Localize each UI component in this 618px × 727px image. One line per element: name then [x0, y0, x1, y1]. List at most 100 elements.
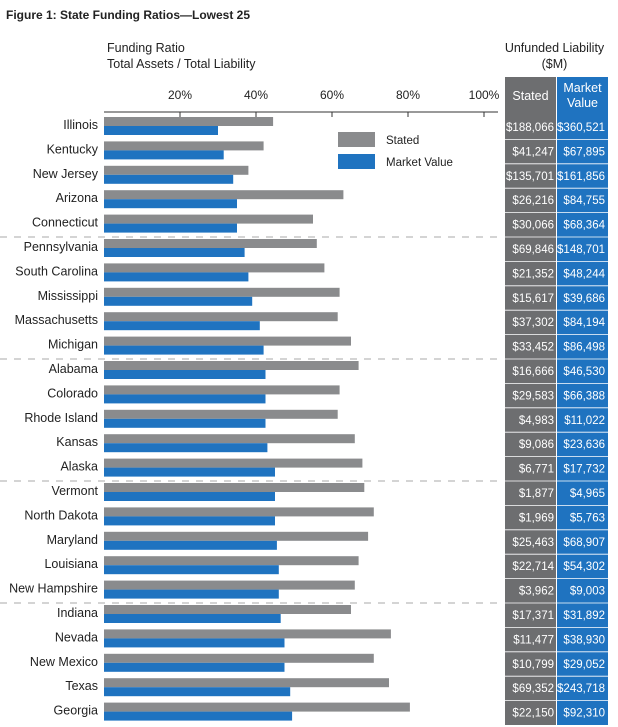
bar-market-value — [104, 199, 237, 209]
bar-stated — [104, 653, 374, 663]
table-cell-market: $38,930 — [563, 634, 605, 646]
table-cell-stated: $21,352 — [512, 268, 554, 280]
category-label: South Carolina — [15, 264, 98, 278]
bar-stated — [104, 580, 355, 590]
category-label: Arizona — [56, 191, 98, 205]
bar-market-value — [104, 565, 279, 575]
table-stated-column — [505, 115, 556, 725]
table-cell-stated: $69,352 — [512, 683, 554, 695]
bar-stated — [104, 263, 325, 273]
bar-market-value — [104, 394, 266, 404]
bar-stated — [104, 214, 313, 224]
bar-stated — [104, 629, 391, 639]
table-cell-market: $148,701 — [557, 244, 605, 256]
table-cell-stated: $22,714 — [512, 561, 554, 573]
category-label: Alaska — [60, 460, 98, 474]
table-cell-market: $92,310 — [563, 708, 605, 720]
table-cell-stated: $22,150 — [512, 708, 554, 720]
table-cell-stated: $29,583 — [512, 390, 554, 402]
bar-market-value — [104, 492, 275, 501]
bar-stated — [104, 165, 249, 175]
bar-stated — [104, 336, 351, 346]
category-label: Mississippi — [38, 289, 98, 303]
table-cell-market: $4,965 — [570, 488, 605, 500]
table-cell-market: $9,003 — [570, 586, 605, 598]
bar-stated — [104, 190, 344, 200]
x-tick-label: 80% — [396, 88, 420, 102]
market-column-label-line2: Value — [566, 96, 599, 110]
table-cell-market: $46,530 — [563, 366, 605, 378]
table-cell-stated: $10,799 — [512, 659, 554, 671]
bar-market-value — [104, 687, 291, 697]
category-label: Maryland — [47, 533, 98, 547]
table-cell-market: $66,388 — [563, 390, 605, 402]
bar-stated — [104, 702, 410, 712]
table-cell-stated: $4,983 — [519, 415, 554, 427]
table-cell-stated: $135,701 — [506, 171, 554, 183]
category-label: Kansas — [56, 435, 98, 449]
table-cell-stated: $16,666 — [512, 366, 554, 378]
bar-market-value — [104, 540, 277, 550]
table-cell-market: $243,718 — [557, 683, 605, 695]
table-cell-stated: $30,066 — [512, 220, 554, 232]
x-tick-label: 20% — [168, 88, 192, 102]
category-label: Texas — [65, 679, 98, 693]
category-label: Nevada — [55, 630, 98, 644]
bar-stated — [104, 507, 374, 517]
table-cell-stated: $1,969 — [519, 512, 554, 524]
bar-stated — [104, 385, 340, 395]
bar-market-value — [104, 614, 281, 623]
bar-stated — [104, 678, 389, 688]
bar-market-value — [104, 272, 249, 282]
bar-market-value — [104, 370, 266, 379]
category-label: Georgia — [54, 704, 99, 718]
category-label: Pennsylvania — [24, 240, 98, 254]
legend-swatch-stated — [338, 132, 375, 147]
unfunded-title-line2: ($M) — [541, 57, 568, 71]
funding-ratio-axis-title: Funding Ratio Total Assets / Total Liabi… — [107, 40, 255, 72]
stated-column-label: Stated — [512, 89, 549, 103]
bar-market-value — [104, 443, 268, 453]
category-label: Indiana — [57, 606, 98, 620]
table-cell-market: $84,755 — [563, 195, 605, 207]
unfunded-liability-title: Unfunded Liability ($M) — [497, 40, 612, 72]
table-cell-market: $48,244 — [563, 268, 605, 280]
table-cell-market: $68,907 — [563, 537, 605, 549]
bar-market-value — [104, 638, 285, 648]
bar-market-value — [104, 345, 264, 355]
bar-stated — [104, 531, 369, 541]
bar-market-value — [104, 321, 260, 331]
category-label: Colorado — [47, 386, 98, 400]
bar-market-value — [104, 662, 285, 672]
table-cell-stated: $6,771 — [519, 464, 554, 476]
bar-market-value — [104, 174, 234, 184]
bar-stated — [104, 239, 317, 248]
stated-column-header: Stated — [505, 77, 556, 115]
table-cell-stated: $26,216 — [512, 195, 554, 207]
table-cell-market: $161,856 — [557, 171, 605, 183]
table-cell-market: $29,052 — [563, 659, 605, 671]
table-cell-stated: $17,371 — [512, 610, 554, 622]
category-label: Rhode Island — [24, 411, 98, 425]
category-label: Illinois — [63, 118, 98, 132]
table-cell-stated: $9,086 — [519, 439, 554, 451]
category-label: Kentucky — [47, 142, 99, 156]
bar-market-value — [104, 248, 245, 257]
bar-stated — [104, 556, 359, 566]
axis-title-line2: Total Assets / Total Liability — [107, 57, 256, 71]
bar-stated — [104, 287, 340, 297]
bar-market-value — [104, 467, 275, 477]
bar-stated — [104, 605, 351, 614]
table-cell-market: $17,732 — [563, 464, 605, 476]
table-cell-stated: $11,477 — [513, 634, 554, 646]
bar-stated — [104, 409, 338, 419]
table-cell-stated: $3,962 — [519, 586, 554, 598]
table-cell-stated: $33,452 — [512, 342, 554, 354]
table-cell-stated: $41,247 — [512, 146, 554, 158]
table-cell-market: $23,636 — [563, 439, 605, 451]
bar-stated — [104, 312, 338, 322]
table-cell-market: $84,194 — [563, 317, 605, 329]
table-cell-market: $31,892 — [563, 610, 605, 622]
bar-stated — [104, 361, 359, 370]
